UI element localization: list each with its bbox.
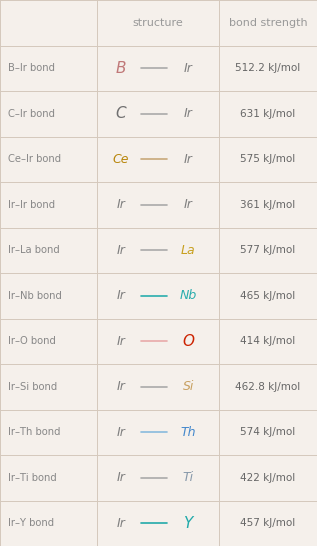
Text: Ir–Si bond: Ir–Si bond xyxy=(8,382,57,391)
Text: Ir: Ir xyxy=(184,153,193,166)
Text: B: B xyxy=(116,61,126,76)
Text: B–Ir bond: B–Ir bond xyxy=(8,63,55,73)
Text: Ir–Th bond: Ir–Th bond xyxy=(8,428,60,437)
Text: Ir: Ir xyxy=(117,289,126,302)
Text: 422 kJ/mol: 422 kJ/mol xyxy=(240,473,295,483)
Text: 574 kJ/mol: 574 kJ/mol xyxy=(240,428,295,437)
Text: C: C xyxy=(116,106,126,121)
Text: Ir–La bond: Ir–La bond xyxy=(8,245,60,255)
Text: O: O xyxy=(182,334,194,349)
Text: Ir: Ir xyxy=(117,426,126,439)
Text: 462.8 kJ/mol: 462.8 kJ/mol xyxy=(235,382,301,391)
Text: Ir: Ir xyxy=(184,62,193,75)
Text: Y: Y xyxy=(184,516,193,531)
Text: Ir: Ir xyxy=(117,244,126,257)
Text: 465 kJ/mol: 465 kJ/mol xyxy=(240,291,295,301)
Text: Ce–Ir bond: Ce–Ir bond xyxy=(8,155,61,164)
Text: Ir–Ti bond: Ir–Ti bond xyxy=(8,473,56,483)
Text: Ir–O bond: Ir–O bond xyxy=(8,336,55,346)
Text: Ir: Ir xyxy=(117,198,126,211)
Text: Ir–Nb bond: Ir–Nb bond xyxy=(8,291,61,301)
Text: Nb: Nb xyxy=(180,289,197,302)
Text: C–Ir bond: C–Ir bond xyxy=(8,109,55,118)
Text: Ir: Ir xyxy=(184,198,193,211)
Text: 577 kJ/mol: 577 kJ/mol xyxy=(240,245,295,255)
Text: 457 kJ/mol: 457 kJ/mol xyxy=(240,518,295,528)
Text: Ir: Ir xyxy=(117,471,126,484)
Text: Ce: Ce xyxy=(113,153,129,166)
Text: 575 kJ/mol: 575 kJ/mol xyxy=(240,155,295,164)
Text: Ir: Ir xyxy=(117,335,126,348)
Text: 414 kJ/mol: 414 kJ/mol xyxy=(240,336,295,346)
Text: Ir: Ir xyxy=(117,517,126,530)
Text: 361 kJ/mol: 361 kJ/mol xyxy=(240,200,295,210)
Text: Ir: Ir xyxy=(117,380,126,393)
Text: Ir–Ir bond: Ir–Ir bond xyxy=(8,200,55,210)
Text: La: La xyxy=(181,244,196,257)
Text: Th: Th xyxy=(180,426,196,439)
Text: Si: Si xyxy=(183,380,194,393)
Text: structure: structure xyxy=(132,18,183,28)
Text: bond strength: bond strength xyxy=(229,18,307,28)
Text: 512.2 kJ/mol: 512.2 kJ/mol xyxy=(235,63,301,73)
Text: Ir–Y bond: Ir–Y bond xyxy=(8,518,54,528)
Text: Ti: Ti xyxy=(183,471,194,484)
Text: Ir: Ir xyxy=(184,107,193,120)
Text: 631 kJ/mol: 631 kJ/mol xyxy=(240,109,295,118)
